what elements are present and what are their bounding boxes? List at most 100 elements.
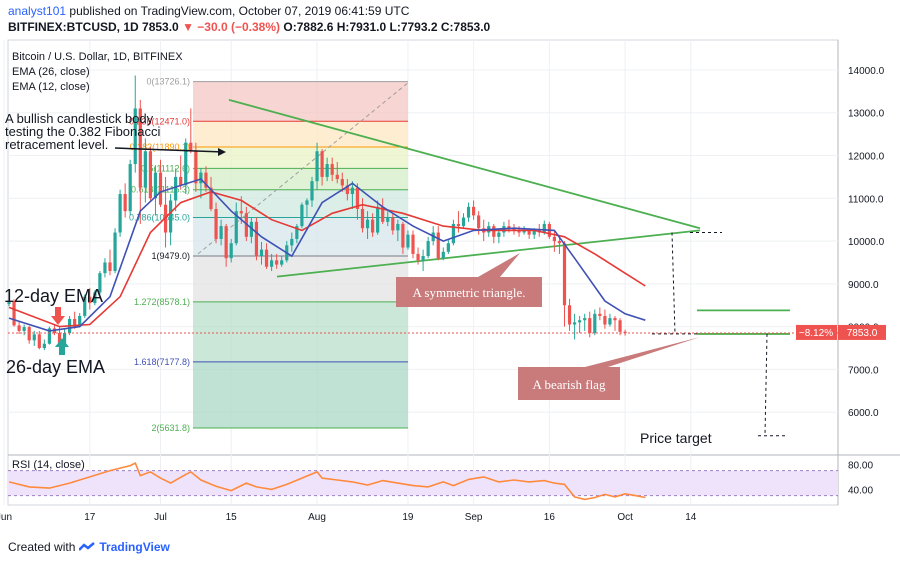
chart-title: Bitcoin / U.S. Dollar, 1D, BITFINEX [12,51,183,63]
ema12-legend: EMA (12, close) [12,81,90,93]
candle-body [37,334,41,349]
candle-body [229,243,233,259]
candle-body [451,223,455,244]
candle-body [158,172,163,205]
price-tick-label: 12000.0 [848,152,885,163]
candle-body [492,226,496,237]
candle-body [618,320,622,332]
candle-body [416,253,420,261]
candle-body [249,221,253,237]
fib-level-label: 2(5631.8) [151,423,190,433]
cross-up-arrow-stem [59,347,65,355]
candle-body [578,320,582,323]
candle-body [27,327,31,341]
tradingview-brand[interactable]: TradingView [99,540,170,554]
ema26-callout: 26-day EMA [6,357,105,377]
candle-body [376,206,380,233]
candle-body [22,327,26,331]
candle-body [310,181,314,201]
close-value: 7853.0 [453,20,491,34]
time-tick-label: 15 [226,512,238,523]
candle-body [300,204,304,227]
cross-down-arrow-icon [51,316,65,325]
pole-height-guide [671,232,676,334]
candle-body [396,223,400,231]
price-tick-label: 9000.0 [848,280,879,291]
candle-body [219,226,223,239]
fib-zone [193,146,408,169]
candle-body [244,213,248,237]
candle-body [507,226,511,229]
fib-zone [193,168,408,190]
candle-body [47,328,51,344]
fib-level-label: 0.5(11112.6) [141,163,190,173]
candle-body [583,318,587,321]
candle-body [62,333,67,343]
candle-body [270,260,274,267]
price-tick-label: 11000.0 [848,194,884,205]
candle-body [138,108,142,188]
candle-body [133,108,137,165]
price-tick-label: 6000.0 [848,408,879,419]
price-chart[interactable]: 6000.07000.08000.09000.010000.011000.012… [0,38,900,538]
last-price-badge-text: 7853.0 [847,328,878,339]
candle-body [174,176,178,201]
candle-body [573,322,577,325]
open-label: O: [283,20,297,34]
cross-up-arrow-icon [55,338,69,347]
candle-body [103,262,107,274]
candle-body [259,249,264,257]
candle-body [391,217,395,231]
time-tick-label: 17 [84,512,96,523]
candle-body [184,142,188,186]
candle-body [264,249,269,267]
candle-body [461,217,466,227]
candle-body [148,151,152,199]
symmetric-triangle-callout-pointer [478,253,520,277]
candle-body [365,219,370,229]
symbol-text: BITFINEX:BTCUSD, 1D [8,20,139,34]
fib-trend-line [197,82,409,255]
candle-body [456,223,461,227]
ema26-legend: EMA (26, close) [12,66,90,78]
candle-body [542,223,546,233]
fib-level-label: 1.272(8578.1) [134,297,190,307]
candle-body [345,185,349,195]
target-drop-guide [764,333,768,436]
cross-down-arrow-stem [55,307,61,316]
candle-body [194,151,198,184]
time-tick-label: Jul [154,512,167,523]
candle-body [320,151,324,177]
publisher-name[interactable]: analyst101 [8,4,67,18]
triangle-upper-line [228,99,701,230]
price-target-label: Price target [640,430,712,446]
candle-body [98,273,102,293]
candle-body [143,151,147,188]
time-tick-label: Aug [308,512,326,523]
candle-body [557,241,562,244]
candle-body [340,179,344,186]
fib-level-label: 0.786(10545.0) [129,213,190,223]
candle-body [290,238,294,246]
candle-body [588,318,592,334]
high-value: 7931.0 [349,20,387,34]
change-badge-text: −8.12% [799,328,833,339]
candle-body [57,333,62,343]
change-badge [796,324,837,340]
fib-zone [193,301,408,362]
bullish-arrow-line [114,147,225,153]
candle-body [527,230,531,235]
fib-zone [193,81,408,122]
rsi-band [8,470,838,496]
candle-body [441,251,445,259]
candle-body [472,206,476,216]
created-with-text: Created with [8,540,76,554]
fib-zone [193,361,408,428]
candle-body [335,174,339,180]
candle-body [522,230,526,233]
open-value: 7882.6 [296,20,334,34]
bearish-flag-callout-pointer [585,337,700,367]
ema12-line [8,178,646,332]
candle-body [189,142,193,152]
candle-body [466,206,471,218]
